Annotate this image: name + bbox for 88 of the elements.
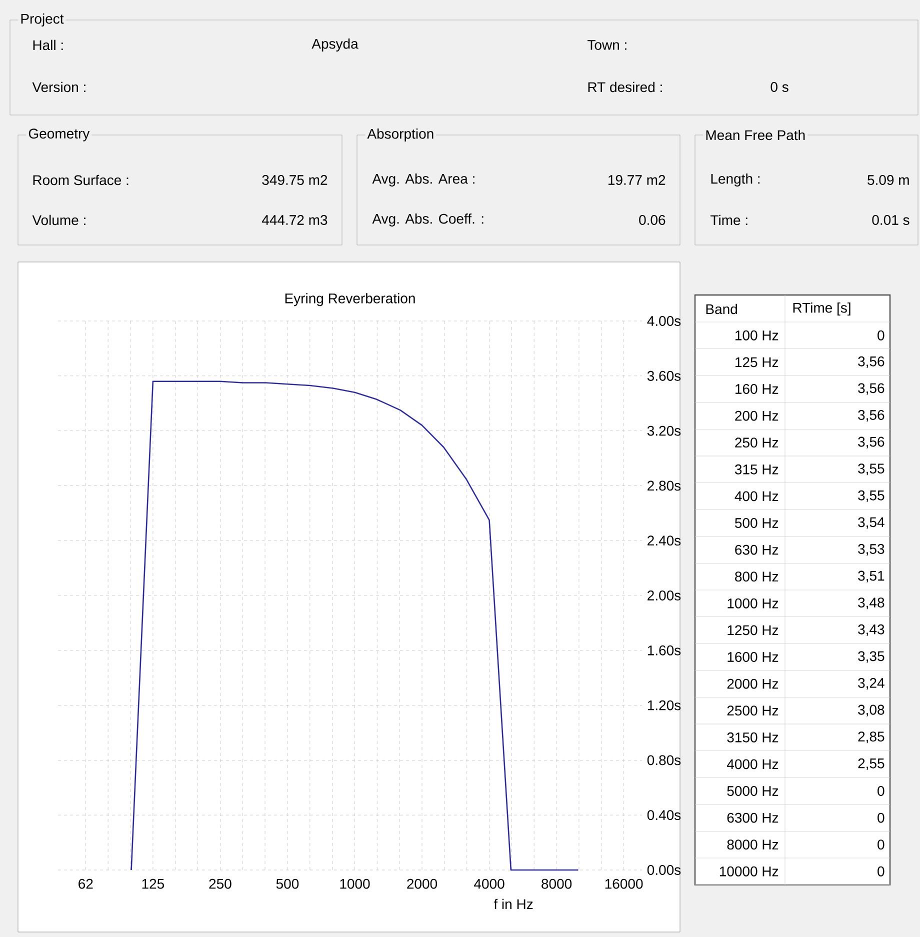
- text: 3,43: [858, 624, 884, 636]
- y-tick-label: 1.20s: [648, 700, 681, 710]
- text: 3,56: [858, 383, 884, 395]
- text: 0: [878, 866, 884, 876]
- text: 2000 Hz: [727, 678, 778, 689]
- text: 6300 Hz: [727, 812, 778, 823]
- text: Hall :: [33, 40, 63, 50]
- text: 630 Hz: [735, 544, 778, 555]
- text: 0.01 s: [872, 215, 910, 225]
- text: 19.77 m2: [608, 175, 666, 185]
- x-tick-label: 250: [209, 878, 232, 889]
- text: 3,35: [858, 651, 884, 663]
- text: 4000 Hz: [726, 759, 778, 770]
- text: 0: [878, 786, 884, 796]
- chart-title: Eyring Reverberation: [285, 293, 415, 306]
- text: Room Surface :: [33, 174, 128, 186]
- text: 1600 Hz: [728, 652, 778, 662]
- text: Volume :: [32, 214, 86, 226]
- text: 10000 Hz: [720, 866, 778, 876]
- x-tick-label: 125: [142, 878, 164, 889]
- text: 0.06: [639, 215, 666, 225]
- text: 444.72 m3: [262, 215, 328, 225]
- text: 200 Hz: [735, 410, 778, 421]
- text: 3,56: [858, 410, 884, 422]
- x-axis-title: f in Hz: [494, 898, 533, 910]
- y-tick-label: 2.00s: [648, 590, 681, 600]
- text: Town :: [588, 40, 626, 50]
- y-tick-label: 4.00s: [647, 316, 681, 326]
- text: 3,51: [858, 570, 884, 582]
- x-tick-label: 4000: [474, 878, 504, 889]
- text: 3,55: [858, 490, 884, 502]
- y-tick-label: 0.00s: [647, 865, 681, 875]
- text: Length :: [711, 173, 760, 187]
- text: 5000 Hz: [727, 786, 778, 796]
- y-tick-label: 0.40s: [647, 810, 681, 820]
- text: 0: [878, 812, 884, 823]
- text: 500 Hz: [735, 518, 778, 528]
- text: Absorption: [367, 128, 434, 142]
- y-tick-label: 1.60s: [648, 645, 681, 656]
- x-tick-label: 8000: [542, 878, 572, 889]
- text: Band: [706, 304, 737, 314]
- text: 3,24: [858, 678, 884, 690]
- text: 2,55: [858, 758, 884, 770]
- text: 3,55: [858, 464, 884, 476]
- text: Time :: [710, 214, 748, 226]
- text: 160 Hz: [736, 384, 778, 394]
- text: Mean Free Path: [706, 130, 805, 140]
- x-tick-label: 1000: [340, 878, 370, 889]
- text: RTime [s]: [793, 302, 850, 316]
- text: Avg. Abs. Area :: [372, 173, 474, 187]
- text: 3,48: [858, 598, 884, 610]
- text: 800 Hz: [735, 572, 778, 582]
- text: 250 Hz: [735, 438, 778, 448]
- text: 315 Hz: [734, 464, 778, 474]
- text: 125 Hz: [736, 357, 778, 368]
- text: Project: [21, 13, 64, 27]
- x-tick-label: 2000: [407, 878, 438, 889]
- x-tick-label: 62: [78, 878, 93, 889]
- x-tick-label: 500: [276, 878, 299, 889]
- text: 349.75 m2: [262, 175, 328, 185]
- text: Apsyda: [312, 38, 358, 52]
- text: 3,54: [858, 517, 884, 529]
- text: Avg. Abs. Coeff. :: [372, 213, 484, 227]
- text: 100 Hz: [736, 330, 778, 340]
- text: 3,08: [858, 704, 884, 716]
- text: Geometry: [28, 128, 90, 142]
- y-tick-label: 0.80s: [647, 755, 681, 766]
- text: 1000 Hz: [728, 598, 778, 608]
- text: 0: [878, 330, 884, 340]
- text: 2,85: [858, 732, 884, 744]
- text: 0 s: [770, 82, 788, 92]
- text: 3150 Hz: [727, 732, 778, 742]
- text: 5.09 m: [868, 175, 909, 185]
- y-tick-label: 3.60s: [647, 370, 681, 381]
- text: 400 Hz: [734, 491, 778, 502]
- text: Version :: [32, 82, 86, 92]
- text: 0: [878, 840, 884, 850]
- y-tick-label: 2.40s: [648, 536, 681, 546]
- y-tick-label: 3.20s: [647, 426, 681, 436]
- text: 3,56: [858, 436, 884, 448]
- text: 3,56: [858, 356, 884, 368]
- x-tick-label: 16000: [605, 878, 643, 889]
- text: 2500 Hz: [727, 706, 778, 716]
- text: 1250 Hz: [728, 625, 778, 636]
- text: RT desired :: [588, 82, 662, 92]
- text: 3,53: [858, 544, 884, 556]
- text: 8000 Hz: [727, 840, 778, 850]
- y-tick-label: 2.80s: [648, 480, 681, 491]
